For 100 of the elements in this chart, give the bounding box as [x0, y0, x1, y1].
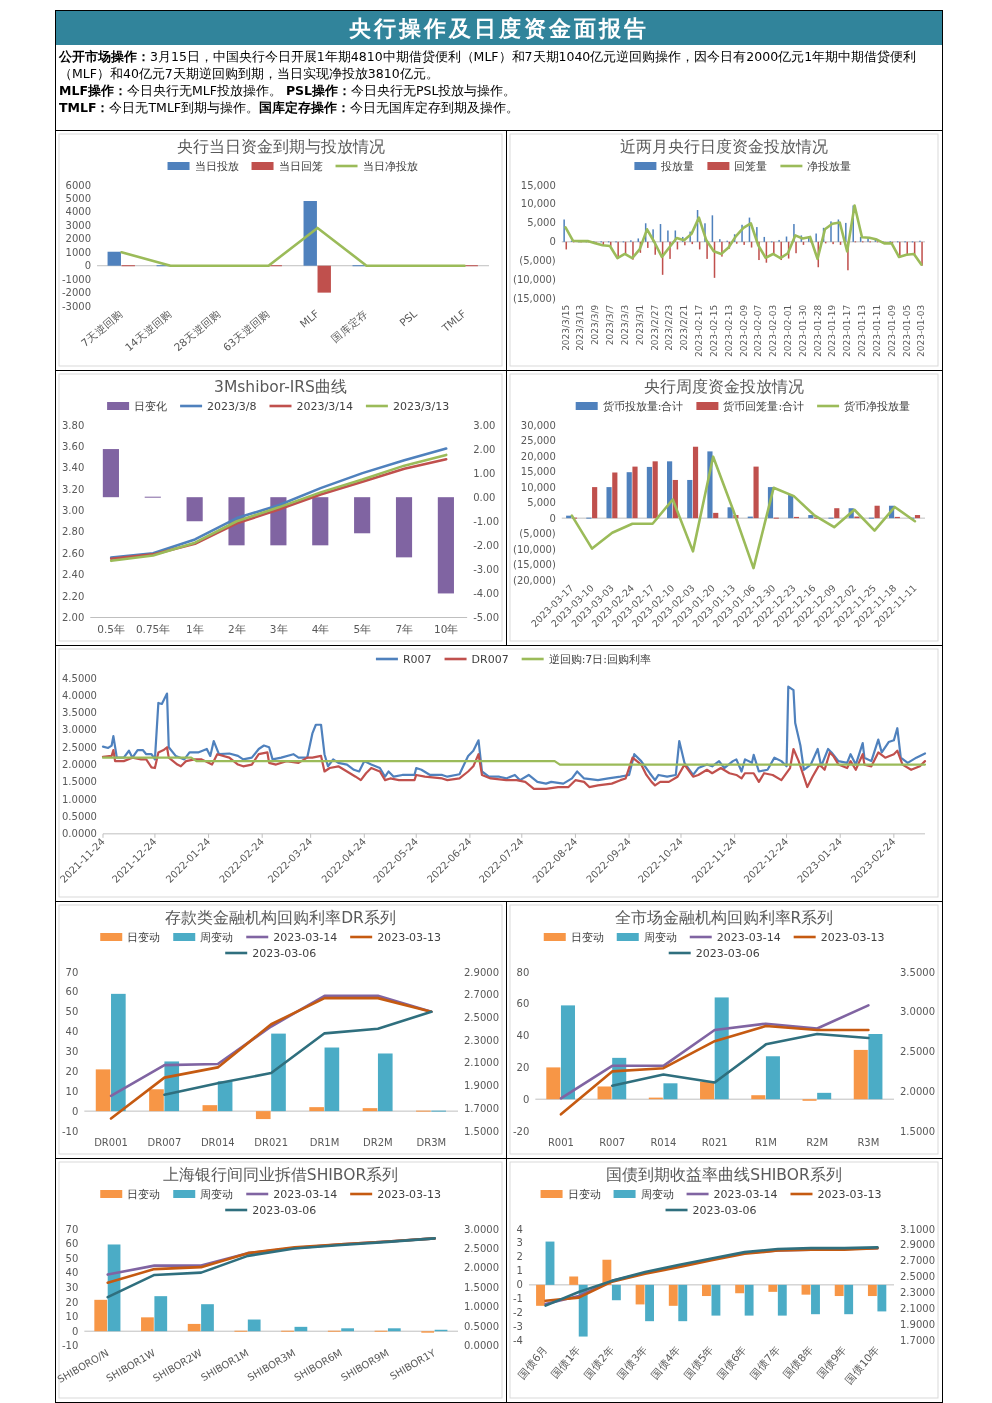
- y2-tick-label: 2.5000: [900, 1271, 936, 1283]
- x-tick-label: 2023/3/13: [575, 304, 586, 351]
- x-tick-label: DR014: [200, 1137, 235, 1148]
- x-tick-label: 0.75年: [135, 623, 171, 635]
- legend-label: 周变动: [200, 1188, 234, 1201]
- y-tick-label: 2: [516, 1251, 523, 1263]
- y-tick-label: (5,000): [519, 528, 556, 540]
- y-tick-label: -10: [61, 1340, 79, 1352]
- x-tick-label: 国债6年: [714, 1342, 750, 1381]
- y2-tick-label: 1.9000: [464, 1080, 500, 1092]
- y2-tick-label: 2.5000: [900, 1046, 936, 1057]
- y-tick-label: -1: [512, 1293, 523, 1305]
- y-tick-label: 2000: [65, 233, 92, 245]
- y2-tick-label: 3.00: [473, 419, 496, 431]
- y-tick-label: 15,000: [520, 466, 556, 478]
- text: MLF操作：今日央行无MLF投放操作。 PSL操作：今日央行无PSL投放与操作。: [59, 83, 517, 98]
- y2-tick-label: 0.00: [473, 491, 496, 503]
- y-tick-label: 3.0000: [61, 724, 97, 736]
- y-tick-label: 5000: [65, 192, 92, 204]
- legend-label: 2023-03-06: [695, 947, 760, 960]
- y2-tick-label: 1.9000: [900, 1319, 936, 1331]
- y-tick-label: 10: [65, 1085, 79, 1097]
- x-tick-label: R001: [547, 1137, 574, 1148]
- y-tick-label: 40: [516, 1030, 530, 1042]
- legend-label: 2023-03-13: [817, 1188, 882, 1201]
- y-tick-label: -1000: [62, 273, 92, 285]
- y-tick-label: 1: [516, 1265, 523, 1277]
- y2-tick-label: 3.5000: [900, 966, 936, 978]
- y-tick-label: (15,000): [513, 559, 556, 571]
- chart-title: 上海银行间同业拆借SHIBOR系列: [162, 1166, 399, 1184]
- y2-tick-label: 2.0000: [900, 1085, 936, 1097]
- x-tick-label: 4年: [311, 623, 330, 635]
- x-tick-label: 2023/3/7: [605, 304, 616, 346]
- legend-label: 日变动: [567, 1188, 601, 1201]
- x-tick-label: 国债7年: [747, 1342, 783, 1381]
- x-tick-label: 2023/2/21: [679, 304, 690, 351]
- y-tick-label: 30,000: [520, 419, 556, 431]
- y-tick-label: 1.0000: [61, 793, 97, 805]
- y-tick-label: 20: [65, 1296, 79, 1308]
- y2-tick-label: 2.7000: [900, 1255, 936, 1267]
- legend-label: 2023/3/13: [392, 400, 450, 413]
- chart-title: 央行当日资金到期与投放情况: [176, 138, 385, 156]
- y-tick-label: 5,000: [527, 497, 556, 509]
- x-tick-label: DR007: [147, 1137, 182, 1148]
- x-tick-label: DR2M: [363, 1137, 393, 1148]
- x-tick-label: 2023/3/3: [619, 304, 630, 346]
- x-tick-label: PSL: [397, 307, 420, 329]
- legend-label: 2023/3/14: [296, 400, 353, 413]
- y-tick-label: -2000: [62, 287, 92, 299]
- y-tick-label: -3000: [62, 300, 92, 312]
- x-tick-label: R1M: [754, 1137, 777, 1148]
- y-tick-label: 80: [516, 966, 530, 978]
- y-tick-label: 6000: [65, 179, 92, 191]
- y-tick-label: 2.00: [62, 612, 85, 623]
- y2-tick-label: 3.1000: [900, 1223, 936, 1235]
- legend-label: 投放量: [660, 160, 695, 173]
- x-tick-label: 2023-01-17: [842, 304, 853, 358]
- y2-tick-label: 2.9000: [464, 966, 500, 978]
- legend-label: 2023-03-06: [252, 1204, 317, 1217]
- y-tick-label: 3.20: [62, 483, 85, 495]
- x-tick-label: 2023-01-28: [812, 304, 823, 358]
- legend-label: 当日投放: [194, 160, 239, 173]
- y-tick-label: 4.5000: [61, 672, 97, 684]
- x-tick-label: 2023/2/27: [649, 304, 660, 351]
- legend-label: 日变化: [134, 400, 168, 413]
- x-tick-label: 国债3年: [614, 1342, 650, 1381]
- x-tick-label: 2023-02-15: [708, 304, 719, 358]
- y-tick-label: 50: [65, 1006, 79, 1018]
- x-tick-label: 10年: [434, 623, 459, 635]
- y-tick-label: -20: [512, 1125, 530, 1137]
- y-tick-label: 70: [65, 1223, 79, 1235]
- y-tick-label: (15,000): [513, 293, 556, 305]
- x-tick-label: 2023/3/9: [590, 304, 601, 346]
- x-tick-label: R007: [599, 1137, 626, 1148]
- y-tick-label: 3.00: [62, 505, 85, 517]
- y-tick-label: 0.0000: [61, 828, 97, 840]
- legend-label: 2023-03-13: [377, 1188, 442, 1201]
- y-tick-label: (10,000): [513, 274, 556, 286]
- x-tick-label: 国债2年: [581, 1342, 617, 1381]
- y2-tick-label: -2.00: [473, 539, 499, 551]
- y-tick-label: 4.0000: [61, 689, 97, 701]
- y2-tick-label: -5.00: [473, 612, 499, 623]
- y-tick-label: 15,000: [520, 179, 556, 191]
- y-tick-label: 3000: [65, 219, 92, 231]
- x-tick-label: 2023-02-13: [723, 304, 734, 358]
- legend-label: 当日回笼: [278, 160, 323, 173]
- y-tick-label: 0: [71, 1105, 79, 1117]
- y-tick-label: (5,000): [519, 255, 556, 267]
- legend-label: 2023-03-14: [273, 1188, 338, 1201]
- y-tick-label: 70: [65, 966, 79, 978]
- x-tick-label: 3年: [269, 623, 288, 635]
- y2-tick-label: 2.5000: [464, 1242, 500, 1254]
- y2-tick-label: 2.9000: [900, 1239, 936, 1251]
- y-tick-label: 50: [65, 1252, 79, 1264]
- y2-tick-label: 2.1000: [900, 1303, 936, 1315]
- legend-label: 周变动: [200, 931, 234, 944]
- y-tick-label: 0: [516, 1279, 523, 1291]
- y-tick-label: 10,000: [520, 198, 556, 210]
- legend-label: 2023-03-06: [252, 947, 317, 960]
- x-tick-label: 国债1年: [548, 1342, 584, 1381]
